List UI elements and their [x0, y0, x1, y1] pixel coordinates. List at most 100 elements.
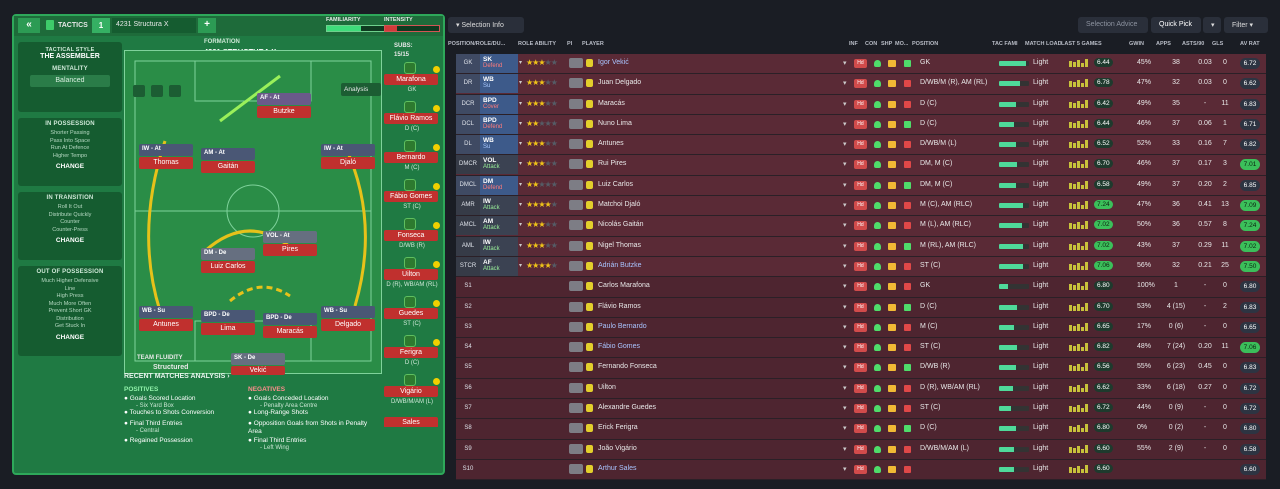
- pi-icon[interactable]: [569, 159, 583, 170]
- row-role-duty[interactable]: AM Attack: [480, 216, 518, 236]
- player-name[interactable]: Erick Ferigra: [598, 424, 638, 432]
- player-dropdown-icon[interactable]: ▾: [843, 384, 847, 392]
- table-row[interactable]: AMR IW Attack ▾ ★★★★★ Matchoi Djaló ▾ Hd M (C), …: [456, 196, 1266, 217]
- table-row[interactable]: GK SK Defend ▾ ★★★★★ Igor Vekić ▾ Hd GK Light 6.44…: [456, 54, 1266, 75]
- row-position-slot[interactable]: AMR: [456, 196, 480, 216]
- mentality-select[interactable]: Balanced: [30, 75, 110, 87]
- player-name[interactable]: Fábio Gomes: [598, 343, 641, 351]
- col-last-5-games[interactable]: LAST 5 GAMES: [1061, 41, 1102, 47]
- player-name[interactable]: Nuno Lima: [598, 119, 632, 127]
- player-dropdown-icon[interactable]: ▾: [843, 465, 847, 473]
- tactical-style-name[interactable]: THE ASSEMBLER: [40, 53, 100, 60]
- player-name[interactable]: Igor Vekić: [598, 59, 629, 66]
- swap-icon[interactable]: [433, 144, 440, 151]
- player-name[interactable]: Alexandre Guedes: [598, 404, 656, 412]
- tactic-name-select[interactable]: 4231 Structura X: [112, 18, 196, 33]
- row-position-slot[interactable]: S5: [464, 364, 472, 371]
- role-dropdown-icon[interactable]: ▾: [519, 80, 523, 87]
- row-position-slot[interactable]: S10: [462, 465, 474, 472]
- pi-icon[interactable]: [569, 139, 583, 150]
- swap-icon[interactable]: [433, 378, 440, 385]
- col-position[interactable]: POSITION: [912, 41, 939, 47]
- role-dropdown-icon[interactable]: ▾: [519, 60, 523, 66]
- table-row[interactable]: DR WB Su ▾ ★★★★★ Juan Delgado ▾ Hd D/WB/M (R), A…: [456, 74, 1266, 95]
- pi-icon[interactable]: [569, 281, 583, 292]
- analysis-title[interactable]: RECENT MATCHES ANALYSIS ›: [124, 373, 230, 380]
- row-role-duty[interactable]: VOL Attack: [480, 155, 518, 175]
- row-position-slot[interactable]: AMCL: [456, 216, 480, 236]
- swap-icon[interactable]: [433, 261, 440, 268]
- selection-info-dropdown[interactable]: ▾ Selection Info: [448, 17, 524, 33]
- row-position-slot[interactable]: S3: [464, 323, 472, 330]
- role-dropdown-icon[interactable]: ▾: [519, 181, 523, 188]
- col-apps[interactable]: APPS: [1156, 41, 1171, 47]
- row-position-slot[interactable]: AML: [456, 236, 480, 256]
- quick-pick-chevron-icon[interactable]: ▾: [1203, 17, 1221, 33]
- player-dropdown-icon[interactable]: ▾: [843, 303, 847, 311]
- row-position-slot[interactable]: STCR: [456, 256, 480, 276]
- pi-icon[interactable]: [569, 403, 583, 414]
- player-dropdown-icon[interactable]: ▾: [843, 445, 847, 453]
- col-gls[interactable]: GLS: [1212, 41, 1224, 47]
- pi-icon[interactable]: [569, 179, 583, 190]
- player-name[interactable]: Luiz Carlos: [598, 180, 634, 188]
- sub-player[interactable]: Flávio Ramos D (C): [382, 101, 442, 142]
- row-position-slot[interactable]: S6: [464, 384, 472, 391]
- col-av-rat[interactable]: AV RAT: [1240, 41, 1260, 47]
- table-row[interactable]: S2 Flávio Ramos ▾ Hd D (C) Light 6.70 53% 4 (15)…: [456, 297, 1266, 318]
- player-dropdown-icon[interactable]: ▾: [843, 323, 847, 331]
- col-mo[interactable]: MO...: [895, 41, 909, 47]
- pi-icon[interactable]: [569, 463, 583, 474]
- table-row[interactable]: S3 Paulo Bernardo ▾ Hd M (C) Light 6.65 17% 0 (6…: [456, 317, 1266, 339]
- swap-icon[interactable]: [433, 183, 440, 190]
- tactic-slot-button[interactable]: 1: [92, 18, 110, 33]
- table-row[interactable]: S6 Uilton ▾ Hd D (R), WB/AM (RL) Light 6.62 33%…: [456, 378, 1266, 400]
- role-dropdown-icon[interactable]: ▾: [519, 100, 523, 107]
- role-dropdown-icon[interactable]: ▾: [519, 262, 523, 269]
- pi-icon[interactable]: [569, 58, 583, 68]
- player-dropdown-icon[interactable]: ▾: [843, 161, 847, 169]
- player-name[interactable]: Uilton: [598, 383, 616, 391]
- col-match-load[interactable]: MATCH LOAD: [1025, 41, 1062, 47]
- table-row[interactable]: S5 Fernando Fonseca ▾ Hd D/WB (R) Light 6.56 55…: [456, 358, 1266, 379]
- table-row[interactable]: S7 Alexandre Guedes ▾ Hd ST (C) Light 6.72 44% 0…: [456, 399, 1266, 420]
- row-position-slot[interactable]: S7: [464, 405, 472, 412]
- sub-player[interactable]: Vigário D/WB/M/AM (L): [382, 374, 442, 415]
- pi-icon[interactable]: [569, 200, 583, 211]
- row-role-duty[interactable]: IW Attack: [480, 196, 518, 216]
- player-dropdown-icon[interactable]: ▾: [843, 405, 847, 413]
- table-row[interactable]: AMCL AM Attack ▾ ★★★★★ Nicolás Gaitán ▾ Hd M (L)…: [456, 216, 1266, 237]
- table-row[interactable]: DMCL DM Defend ▾ ★★★★★ Luiz Carlos ▾ Hd DM, M (C…: [456, 175, 1266, 197]
- sub-player[interactable]: Sales: [382, 415, 442, 427]
- pi-icon[interactable]: [569, 423, 583, 434]
- player-name[interactable]: Maracás: [598, 99, 625, 107]
- player-name[interactable]: Rui Pires: [598, 160, 627, 168]
- row-position-slot[interactable]: DL: [456, 135, 480, 155]
- role-dropdown-icon[interactable]: ▾: [519, 242, 523, 249]
- pi-icon[interactable]: [569, 321, 583, 332]
- pi-icon[interactable]: [569, 362, 583, 373]
- player-name[interactable]: Flávio Ramos: [598, 302, 641, 310]
- row-position-slot[interactable]: DMCL: [456, 175, 480, 195]
- col-con[interactable]: CON: [865, 41, 878, 47]
- table-row[interactable]: S10 Arthur Sales ▾ Hd Light 6.60 6.60: [456, 459, 1266, 481]
- col-player[interactable]: PLAYER: [582, 41, 604, 47]
- table-row[interactable]: AML IW Attack ▾ ★★★★★ Nigel Thomas ▾ Hd M (RL), …: [456, 236, 1266, 257]
- role-dropdown-icon[interactable]: ▾: [519, 161, 523, 168]
- player-name[interactable]: Juan Delgado: [598, 79, 642, 87]
- role-dropdown-icon[interactable]: ▾: [519, 141, 523, 148]
- row-position-slot[interactable]: S8: [464, 425, 472, 432]
- instructions-icon[interactable]: [133, 85, 145, 97]
- table-row[interactable]: S9 João Vigário ▾ Hd D/WB/M/AM (L) Light 6.60 5…: [456, 439, 1266, 460]
- player-name[interactable]: Adrián Butzke: [598, 261, 642, 269]
- row-position-slot[interactable]: DR: [456, 74, 480, 94]
- swap-icon[interactable]: [433, 339, 440, 346]
- player-name[interactable]: Nigel Thomas: [598, 241, 642, 249]
- row-role-duty[interactable]: BPD Cover: [480, 94, 518, 114]
- row-position-slot[interactable]: DCL: [456, 114, 480, 134]
- col-position-role-duty[interactable]: POSITION/ROLE/DU...: [448, 41, 506, 47]
- player-name[interactable]: Arthur Sales: [598, 464, 637, 472]
- player-name[interactable]: Fernando Fonseca: [598, 363, 657, 371]
- row-position-slot[interactable]: S9: [464, 445, 472, 452]
- player-dropdown-icon[interactable]: ▾: [843, 222, 847, 230]
